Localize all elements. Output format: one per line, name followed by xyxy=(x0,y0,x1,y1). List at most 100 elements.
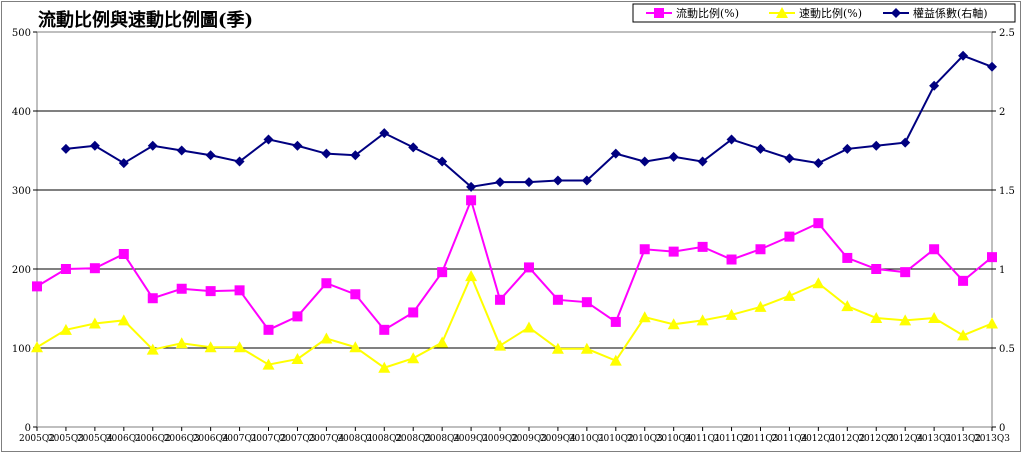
data-point xyxy=(350,289,361,300)
data-point xyxy=(437,156,448,167)
data-point xyxy=(755,244,766,255)
data-point xyxy=(263,134,274,145)
data-point xyxy=(204,341,217,353)
x-tick-label: 2010Q1 xyxy=(569,434,605,444)
data-point xyxy=(59,323,72,335)
data-point xyxy=(262,358,275,370)
data-point xyxy=(437,267,448,278)
data-point xyxy=(523,262,534,273)
data-point xyxy=(233,341,246,353)
y-right-tick-label: 2 xyxy=(999,107,1005,118)
data-point xyxy=(928,311,941,323)
data-point xyxy=(668,246,679,257)
data-point xyxy=(263,324,274,335)
data-point xyxy=(812,277,825,289)
data-point xyxy=(89,263,100,274)
data-point xyxy=(610,316,621,327)
x-tick-label: 2012Q1 xyxy=(800,434,836,444)
x-tick-label: 2013Q3 xyxy=(974,434,1010,444)
data-point xyxy=(88,317,101,329)
data-point xyxy=(725,308,738,320)
data-point xyxy=(494,339,507,351)
plot-area xyxy=(36,31,993,428)
data-point xyxy=(291,353,304,365)
data-point xyxy=(986,317,998,329)
x-tick-label: 2007Q3 xyxy=(279,434,315,444)
y-axis-left: 0 100 200 300 400 500 xyxy=(12,28,37,434)
data-point xyxy=(929,244,940,255)
x-tick-label: 2008Q4 xyxy=(424,434,460,444)
x-tick-label: 2010Q2 xyxy=(598,434,634,444)
data-point xyxy=(842,143,853,154)
x-tick-label: 2006Q2 xyxy=(135,434,171,444)
x-tick-label: 2008Q2 xyxy=(366,434,402,444)
data-point xyxy=(841,300,854,312)
x-tick-label: 2011Q2 xyxy=(714,434,750,444)
data-point xyxy=(957,329,970,341)
x-tick-label: 2012Q3 xyxy=(858,434,894,444)
data-point xyxy=(407,352,420,364)
data-point xyxy=(900,137,911,148)
data-point xyxy=(321,278,332,289)
data-point xyxy=(205,150,216,161)
data-point xyxy=(871,140,882,151)
data-point xyxy=(205,286,216,297)
chart-title: 流動比例與速動比例圖(季) xyxy=(38,10,254,31)
data-point xyxy=(929,80,940,91)
x-tick-label: 2013Q2 xyxy=(945,434,981,444)
data-point xyxy=(31,341,43,353)
data-point xyxy=(697,156,708,167)
x-tick-label: 2012Q2 xyxy=(829,434,865,444)
data-point xyxy=(551,342,564,354)
data-point xyxy=(321,148,332,159)
x-tick-label: 2009Q1 xyxy=(453,434,489,444)
series-3 xyxy=(60,50,997,192)
data-point xyxy=(118,158,129,169)
data-point xyxy=(117,314,130,326)
data-point xyxy=(870,311,883,323)
x-tick-label: 2005Q3 xyxy=(48,434,84,444)
y-axis-right: 0 0.5 1 1.5 2 2.5 xyxy=(992,28,1015,434)
x-tick-label: 2008Q3 xyxy=(395,434,431,444)
data-point xyxy=(146,343,159,355)
data-point xyxy=(495,294,506,305)
data-point xyxy=(436,336,449,348)
data-point xyxy=(234,156,245,167)
legend-swatch-marker xyxy=(776,7,788,18)
x-tick-label: 2009Q4 xyxy=(540,434,576,444)
data-point xyxy=(60,143,71,154)
data-point xyxy=(667,318,680,330)
data-point xyxy=(292,140,303,151)
data-point xyxy=(60,264,71,274)
x-tick-label: 2011Q4 xyxy=(771,434,807,444)
data-point xyxy=(89,140,100,151)
series-1 xyxy=(32,195,997,335)
data-point xyxy=(379,128,390,139)
x-tick-label: 2011Q3 xyxy=(742,434,778,444)
x-tick-label: 2013Q1 xyxy=(916,434,952,444)
data-point xyxy=(234,285,245,296)
data-point xyxy=(408,142,419,153)
data-point xyxy=(726,134,737,145)
grid-lines xyxy=(37,110,992,349)
data-point xyxy=(552,294,563,305)
y-left-tick-label: 400 xyxy=(12,107,31,118)
data-point xyxy=(842,252,853,263)
legend-swatch-marker xyxy=(654,8,664,18)
y-left-tick-label: 500 xyxy=(12,28,31,39)
data-point xyxy=(552,175,563,186)
data-point xyxy=(350,150,361,161)
legend-label: 權益係數(右軸) xyxy=(913,6,988,20)
data-point xyxy=(175,337,188,349)
data-point xyxy=(118,248,129,259)
data-point xyxy=(466,195,477,206)
data-point xyxy=(987,61,997,72)
data-point xyxy=(900,267,911,278)
x-tick-label: 2011Q1 xyxy=(685,434,721,444)
x-tick-label: 2005Q4 xyxy=(77,434,113,444)
data-point xyxy=(378,361,391,373)
data-point xyxy=(495,177,506,188)
data-point xyxy=(899,314,912,326)
x-tick-label: 2006Q3 xyxy=(164,434,200,444)
